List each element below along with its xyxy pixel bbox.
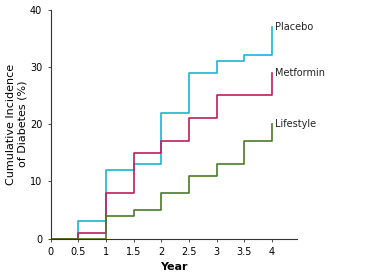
Y-axis label: Cumulative Incidence
of Diabetes (%): Cumulative Incidence of Diabetes (%): [6, 63, 27, 185]
Text: Metformin: Metformin: [275, 68, 325, 78]
X-axis label: Year: Year: [160, 262, 187, 272]
Text: Placebo: Placebo: [275, 22, 313, 32]
Text: Lifestyle: Lifestyle: [275, 119, 316, 129]
